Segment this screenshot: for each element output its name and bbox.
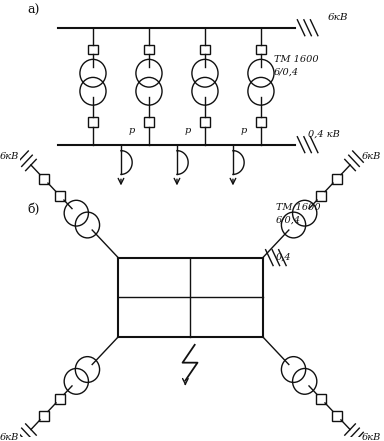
Bar	[200, 45, 210, 55]
Bar	[316, 394, 326, 404]
Bar	[88, 117, 98, 127]
Bar	[256, 117, 266, 127]
Text: б): б)	[28, 203, 40, 216]
Bar	[144, 117, 154, 127]
Bar	[144, 45, 154, 55]
Text: 6кВ: 6кВ	[0, 153, 19, 161]
Bar	[200, 117, 210, 127]
Text: р: р	[128, 126, 135, 135]
Text: ТМ 1600
6/0,4: ТМ 1600 6/0,4	[274, 55, 319, 76]
Text: 6кВ: 6кВ	[362, 153, 381, 161]
Text: р: р	[240, 126, 247, 135]
Bar	[332, 174, 342, 184]
Text: р: р	[184, 126, 191, 135]
Bar	[39, 174, 49, 184]
Text: ТМ 1600
6/0,4: ТМ 1600 6/0,4	[276, 203, 321, 225]
Bar	[256, 45, 266, 55]
Text: а): а)	[28, 4, 40, 17]
Text: 0,4 кВ: 0,4 кВ	[308, 130, 339, 139]
Bar	[39, 411, 49, 421]
Text: 0,4: 0,4	[276, 253, 291, 262]
Text: 6кВ: 6кВ	[328, 13, 349, 22]
Bar	[316, 191, 326, 201]
Bar	[332, 411, 342, 421]
Bar	[55, 394, 65, 404]
Text: 6кВ: 6кВ	[0, 433, 19, 441]
Bar	[55, 191, 65, 201]
Text: 6кВ: 6кВ	[362, 433, 381, 441]
Bar	[88, 45, 98, 55]
